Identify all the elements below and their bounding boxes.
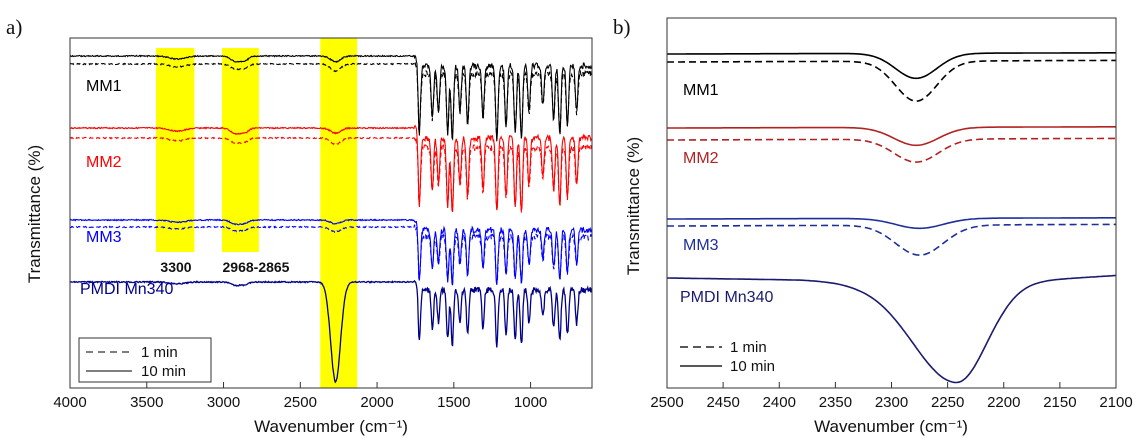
x-tick-label-b-5: 2250	[931, 394, 964, 411]
band-label-2968-2865: 2968-2865	[223, 259, 290, 275]
y-axis-title-a: Transmittance (%)	[25, 145, 44, 283]
legend-box-a	[78, 337, 212, 383]
panel-a-letter: a)	[6, 15, 22, 39]
x-tick-label-b-2: 2400	[763, 394, 796, 411]
plot-frame-a	[69, 37, 593, 389]
series-label-mm3-b: MM3	[683, 237, 719, 254]
series-label-mm2-a: MM2	[86, 154, 122, 171]
band-label-3300: 3300	[160, 259, 191, 275]
legend-label-1min-a: 1 min	[141, 344, 178, 361]
x-ticks-b: 2500 2450 2400 2350 2300 2250 2200 2150 2100	[650, 382, 1133, 411]
x-tick-label-b-0: 2500	[650, 394, 683, 411]
series-label-mm3-a: MM3	[86, 229, 122, 246]
x-tick-label-b-8: 2100	[1099, 394, 1132, 411]
curve-b-mm3-1min	[667, 223, 1116, 256]
series-label-mm2-b: MM2	[683, 150, 719, 167]
legend-label-1min-b: 1 min	[730, 339, 767, 356]
x-tick-label-a-2: 3000	[207, 394, 240, 411]
legend-label-10min-b: 10 min	[730, 358, 775, 375]
curve-a-mm2-1min	[70, 136, 593, 213]
x-tick-label-b-6: 2200	[987, 394, 1020, 411]
highlight-band-1	[221, 48, 259, 252]
curve-a-mm1-1min	[69, 60, 593, 139]
curves-b	[667, 52, 1117, 384]
x-tick-label-a-0: 4000	[53, 394, 86, 411]
x-ticks-a: 4000 3500 3000 2500 2000 1500 1000	[53, 382, 547, 411]
series-label-mm1-a: MM1	[86, 78, 122, 95]
plot-frame-b	[666, 17, 1117, 389]
x-tick-label-b-7: 2150	[1043, 394, 1076, 411]
x-tick-label-a-5: 1500	[437, 394, 470, 411]
x-tick-label-b-3: 2350	[819, 394, 852, 411]
highlight-band-2	[320, 38, 358, 388]
curve-a-mm3-1min	[69, 224, 593, 285]
highlight-band-0	[155, 48, 195, 252]
x-tick-label-a-1: 3500	[130, 394, 163, 411]
legend-a: 1 min 10 min	[78, 337, 212, 383]
x-tick-label-a-4: 2000	[360, 394, 393, 411]
curve-b-mm2-10min	[667, 126, 1116, 147]
curve-b-mm1-10min	[667, 52, 1116, 80]
x-tick-label-b-1: 2450	[706, 394, 739, 411]
x-tick-label-a-3: 2500	[284, 394, 317, 411]
curve-b-mm3-10min	[667, 217, 1116, 230]
y-axis-title-b: Transmittance (%)	[624, 137, 643, 275]
curves-a	[69, 54, 593, 384]
curve-b-mm1-1min	[667, 59, 1116, 102]
curve-a-mm1-10min	[69, 54, 593, 142]
x-axis-title-a: Wavenumber (cm⁻¹)	[254, 417, 408, 436]
x-tick-label-a-6: 1000	[514, 394, 547, 411]
x-axis-title-b: Wavenumber (cm⁻¹)	[814, 417, 968, 436]
curve-b-pmdi-mn340-10min	[667, 274, 1117, 384]
curve-a-pmdi-mn340-10min	[69, 279, 593, 384]
curve-b-mm2-1min	[667, 137, 1116, 163]
panel-b-letter: b)	[613, 15, 631, 39]
series-label-pmdi-a: PMDI Mn340	[80, 281, 173, 298]
series-label-pmdi-b: PMDI Mn340	[680, 289, 773, 306]
legend-b: 1 min 10 min	[680, 339, 775, 375]
highlight-bands-a	[155, 38, 358, 388]
series-label-mm1-b: MM1	[683, 82, 719, 99]
x-tick-label-b-4: 2300	[875, 394, 908, 411]
legend-label-10min-a: 10 min	[141, 363, 186, 380]
